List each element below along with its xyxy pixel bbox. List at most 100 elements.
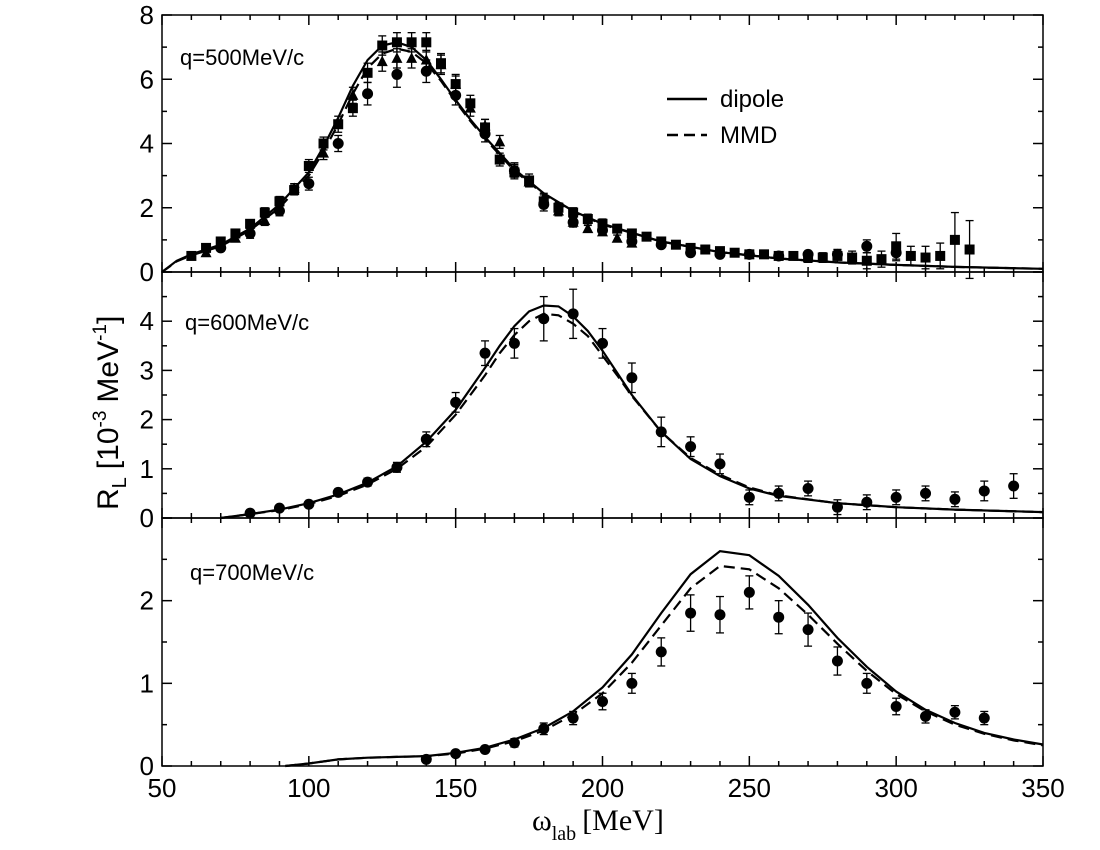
data-point-triangle: [318, 147, 330, 158]
data-point-circle: [332, 486, 344, 498]
data-point-circle: [831, 655, 843, 667]
legend: dipole MMD: [667, 86, 784, 149]
y-axis-exp1: -3: [90, 411, 111, 428]
y-tick-label: 1: [140, 454, 154, 484]
y-tick-label: 0: [140, 257, 154, 287]
data-point-circle: [626, 372, 638, 384]
data-point-square: [406, 37, 417, 48]
data-point-circle: [949, 493, 961, 505]
data-point-triangle: [523, 176, 535, 187]
x-tick-label: 200: [581, 773, 624, 803]
data-point-circle: [655, 646, 667, 658]
curve-dipole: [220, 304, 1044, 520]
data-point-circle: [890, 491, 902, 503]
curve-dipole: [161, 41, 1044, 273]
data-point-circle: [802, 624, 814, 636]
data-point-circle: [978, 712, 990, 724]
data-point-circle: [949, 706, 961, 718]
data-point-circle: [920, 710, 932, 722]
data-point-circle: [714, 609, 726, 621]
data-point-circle: [802, 482, 814, 494]
data-point-square: [920, 252, 931, 263]
curve-mmd: [285, 564, 1044, 768]
data-point-circle: [743, 586, 755, 598]
data-point-circle: [714, 458, 726, 470]
panels: 0 2 4 6 8 q=500MeV/c 0 1 2 3 4 q=600MeV/c 0 1 2 q=700Me…: [140, 0, 1065, 803]
data-point-circle: [362, 476, 374, 488]
y-tick-label: 3: [140, 355, 154, 385]
data-point-circle: [773, 487, 785, 499]
data-point-circle: [597, 337, 608, 349]
x-axis-subscript: lab: [552, 823, 576, 845]
data-point-triangle: [567, 216, 579, 227]
data-point-circle: [450, 396, 462, 408]
data-point-triangle: [597, 225, 608, 237]
data-point-square: [597, 218, 608, 229]
data-point-square: [421, 37, 432, 48]
data-point-square: [861, 255, 872, 266]
data-point-circle: [273, 205, 285, 217]
data-point-square: [949, 234, 960, 245]
data-point-square: [788, 250, 799, 261]
x-axis-symbol: ω: [532, 804, 552, 837]
curve-mmd: [161, 47, 1044, 273]
curve-mmd: [220, 312, 1044, 520]
data-point-circle: [743, 248, 755, 260]
data-point-square: [318, 138, 329, 149]
panel-2: 0 1 2 3 4 q=600MeV/c: [140, 271, 1044, 533]
data-point-square: [759, 249, 770, 260]
legend-mmd-label: MMD: [720, 122, 777, 149]
data-point-circle: [1008, 480, 1020, 492]
data-point-triangle: [347, 89, 359, 100]
data-point-square: [626, 228, 637, 239]
y-axis-symbol: R: [92, 488, 125, 510]
data-point-circle: [655, 426, 667, 438]
data-point-circle: [303, 498, 315, 510]
data-point-square: [641, 231, 652, 242]
data-point-triangle: [200, 246, 212, 258]
data-point-triangle: [435, 58, 447, 70]
data-point-square: [377, 40, 388, 51]
y-tick-label: 6: [140, 64, 154, 94]
data-point-square: [215, 236, 226, 247]
data-point-circle: [538, 313, 550, 325]
data-point-triangle: [582, 222, 594, 234]
data-point-circle: [567, 308, 579, 320]
data-point-triangle: [288, 182, 300, 193]
panel-3: 0 1 2 q=700MeV/c: [140, 517, 1044, 781]
data-point-circle: [890, 247, 902, 259]
data-point-circle: [362, 88, 374, 100]
data-point-square: [568, 207, 579, 218]
y-tick-label: 2: [140, 193, 154, 223]
data-point-circle: [479, 347, 491, 359]
data-point-triangle: [479, 119, 491, 131]
data-point-square: [670, 239, 681, 250]
data-point-square: [964, 244, 975, 255]
panel-1: 0 2 4 6 8 q=500MeV/c: [140, 0, 1044, 287]
y-tick-label: 2: [140, 586, 154, 616]
data-point-square: [245, 218, 256, 229]
data-point-circle: [391, 461, 403, 473]
data-point-circle: [861, 677, 873, 689]
data-point-circle: [714, 248, 726, 260]
data-point-circle: [861, 240, 873, 252]
data-point-circle: [743, 491, 755, 503]
data-point-circle: [773, 611, 785, 623]
y-tick-label: 4: [140, 129, 154, 159]
data-point-triangle: [376, 55, 388, 67]
x-tick-label: 350: [1021, 773, 1064, 803]
data-point-triangle: [420, 53, 432, 65]
panel-label: q=500MeV/c: [180, 45, 304, 70]
data-point-circle: [420, 753, 432, 765]
data-point-triangle: [552, 204, 564, 216]
data-point-circle: [890, 700, 902, 712]
data-point-circle: [802, 248, 814, 260]
data-point-circle: [332, 138, 344, 149]
y-axis-title: RL [10-3 MeV-1]: [90, 316, 131, 510]
x-tick-label: 100: [287, 773, 330, 803]
data-point-square: [847, 252, 858, 263]
data-point-circle: [508, 737, 520, 749]
data-point-circle: [450, 748, 462, 760]
data-point-square: [729, 247, 740, 258]
data-point-circle: [215, 242, 227, 254]
